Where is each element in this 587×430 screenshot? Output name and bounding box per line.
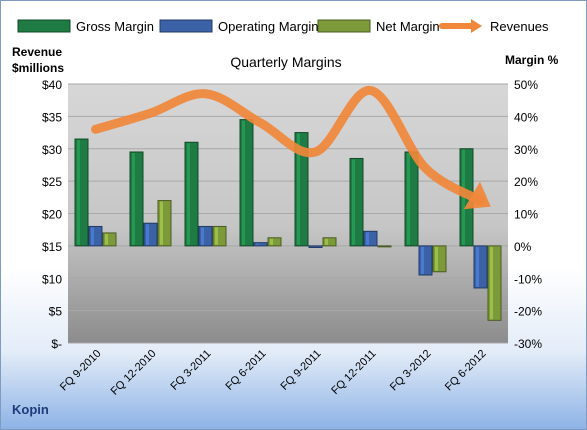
category-labels: FQ 9-2010 FQ 12-2010 FQ 3-2011 FQ 6-2011 FQ …	[58, 348, 489, 398]
y-right-tick: 30%	[514, 143, 538, 157]
category-label: FQ 3-2011	[169, 348, 214, 393]
y-left-label-line2: $millions	[12, 61, 64, 75]
gross-margin-bar	[74, 138, 89, 247]
y-left-tick: $10	[42, 272, 62, 286]
bar-highlight	[132, 152, 135, 245]
y-right-tick: 40%	[514, 110, 538, 124]
bar-highlight	[297, 133, 300, 245]
operating-margin-bar	[473, 245, 488, 289]
category-label: FQ 9-2010	[58, 348, 104, 394]
gross-margin-bar	[349, 157, 364, 247]
operating-margin-bar	[143, 222, 158, 247]
net-margin-bar	[212, 225, 227, 247]
operating-margin-bar	[88, 225, 103, 247]
bar-highlight	[352, 159, 355, 245]
category-label: FQ 12-2011	[329, 348, 378, 397]
bar-highlight	[91, 227, 94, 245]
net-margin-bar	[322, 237, 337, 247]
legend-arrowhead	[471, 19, 482, 33]
y-left-label-line1: Revenue	[12, 45, 62, 59]
legend-label: Operating Margin	[218, 19, 318, 34]
category-label: FQ 6-2012	[443, 348, 489, 394]
y-left-tick: $20	[42, 208, 62, 222]
y-left-tick: $15	[42, 240, 62, 254]
left-axis-ticks: $- $5 $10 $15 $20 $25 $30 $35 $40	[42, 78, 62, 351]
legend-net-margin-swatch	[317, 19, 371, 33]
net-margin-bar	[267, 237, 282, 247]
y-left-tick: $40	[42, 78, 62, 92]
bar-highlight	[187, 143, 190, 245]
y-right-tick: 20%	[514, 175, 538, 189]
operating-margin-bar	[363, 230, 378, 247]
bar-highlight	[366, 232, 369, 245]
category-label: FQ 9-2011	[279, 348, 324, 393]
y-left-tick: $25	[42, 175, 62, 189]
bar-highlight	[490, 246, 493, 320]
bar-highlight	[242, 120, 245, 245]
chart-title: Quarterly Margins	[230, 54, 341, 70]
bar-highlight	[421, 246, 424, 275]
bar-highlight	[215, 227, 218, 245]
category-label: FQ 12-2010	[109, 348, 159, 398]
bar-highlight	[476, 246, 479, 287]
y-left-tick: $5	[49, 305, 63, 319]
gross-margin-bar	[184, 141, 199, 247]
bar-highlight	[105, 233, 108, 245]
gross-margin-bar	[239, 119, 254, 247]
operating-margin-bar	[418, 245, 433, 276]
legend-operating-margin-swatch	[159, 19, 213, 33]
category-label: FQ 6-2011	[224, 348, 269, 393]
legend-label: Revenues	[490, 19, 549, 34]
net-margin-bar	[157, 200, 172, 247]
bar-highlight	[325, 238, 328, 245]
net-margin-bar	[377, 245, 392, 248]
category-label: FQ 3-2012	[388, 348, 434, 394]
gross-margin-bar	[129, 151, 144, 247]
bar-highlight	[160, 201, 163, 245]
y-right-tick: 10%	[514, 208, 538, 222]
y-left-tick: $35	[42, 110, 62, 124]
operating-margin-bar	[253, 242, 268, 247]
operating-margin-bar	[198, 225, 213, 247]
legend: Gross Margin Operating Margin Net Margin Re…	[17, 19, 549, 34]
bars	[74, 119, 502, 321]
gross-margin-bar	[404, 151, 419, 247]
net-margin-bar	[102, 232, 117, 247]
y-right-label: Margin %	[505, 53, 559, 67]
y-right-tick: -30%	[514, 337, 542, 351]
company-name: Kopin	[12, 402, 49, 417]
operating-margin-bar	[308, 245, 323, 248]
y-right-tick: -10%	[514, 272, 542, 286]
revenue-arrowhead	[463, 181, 491, 210]
legend-label: Net Margin	[376, 19, 440, 34]
net-margin-bar	[487, 245, 502, 321]
bar-highlight	[146, 224, 149, 245]
bar-highlight	[201, 227, 204, 245]
bar-highlight	[435, 246, 438, 271]
revenue-line-path	[91, 85, 485, 206]
y-right-tick: 0%	[514, 240, 532, 254]
net-margin-bar	[432, 245, 447, 273]
revenue-line	[91, 85, 491, 210]
y-right-tick: 50%	[514, 78, 538, 92]
bar-highlight	[77, 140, 80, 245]
bar-highlight	[256, 243, 259, 245]
bar-highlight	[407, 152, 410, 245]
y-right-tick: -20%	[514, 305, 542, 319]
y-left-tick: $-	[51, 337, 62, 351]
y-left-tick: $30	[42, 143, 62, 157]
legend-gross-margin-swatch	[17, 19, 71, 33]
legend-label: Gross Margin	[76, 19, 154, 34]
right-axis-ticks: -30% -20% -10% 0% 10% 20% 30% 40% 50%	[514, 78, 542, 351]
bar-highlight	[270, 238, 273, 245]
